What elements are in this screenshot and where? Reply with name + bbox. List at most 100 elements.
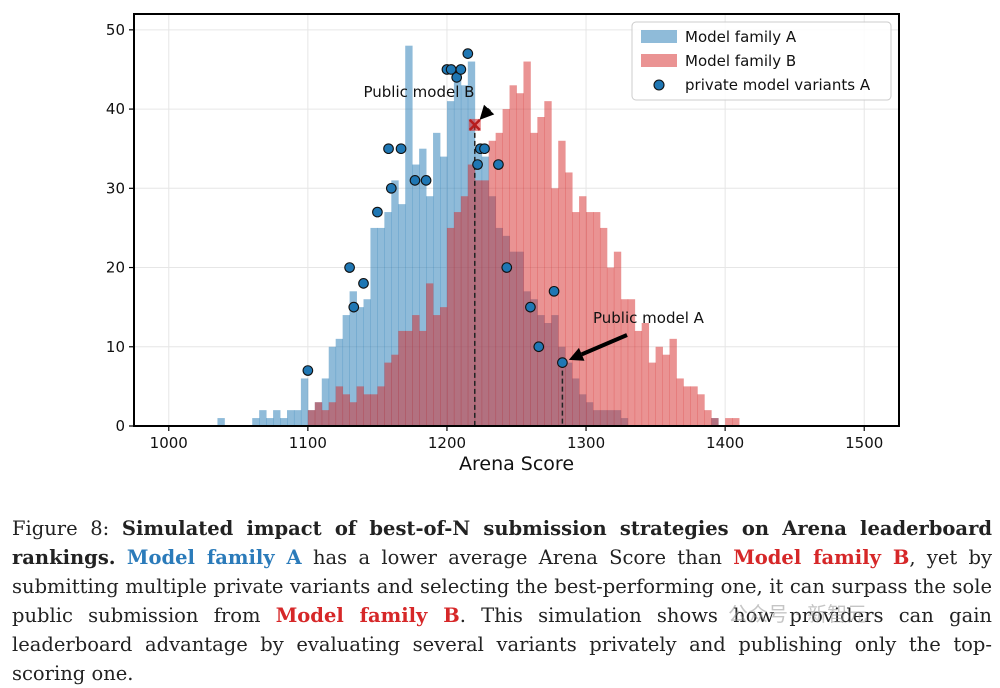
bar-family-b	[384, 363, 391, 426]
private-variant-point	[345, 263, 355, 273]
y-tick-label: 20	[106, 259, 125, 277]
bar-family-b	[510, 85, 517, 426]
bar-family-b	[343, 394, 350, 426]
caption-family-a: Model family A	[127, 546, 302, 569]
bar-family-b	[433, 315, 440, 426]
bar-family-b	[475, 180, 482, 426]
bar-family-b	[537, 117, 544, 426]
bar-family-a	[252, 418, 259, 426]
private-variant-point	[473, 160, 483, 170]
bar-family-b	[607, 268, 614, 426]
bar-family-b	[496, 133, 503, 426]
bar-family-b	[642, 323, 649, 426]
y-tick-label: 40	[106, 100, 125, 118]
bar-family-b	[704, 410, 711, 426]
y-tick-label: 50	[106, 21, 125, 39]
bar-family-b	[350, 402, 357, 426]
x-tick-label: 1300	[567, 434, 605, 452]
bar-family-a	[280, 418, 287, 426]
bar-family-b	[329, 402, 336, 426]
caption-prefix: Figure 8:	[12, 517, 109, 540]
private-variant-point	[494, 160, 504, 170]
bar-family-b	[711, 418, 718, 426]
legend-family-a-swatch	[641, 30, 677, 43]
y-tick-label: 10	[106, 338, 125, 356]
bar-family-b	[725, 418, 732, 426]
watermark: 公众号 · 新智元	[728, 598, 867, 627]
bar-family-a	[266, 418, 273, 426]
bar-family-b	[419, 331, 426, 426]
private-variant-point	[373, 207, 383, 217]
y-tick-label: 0	[115, 417, 125, 435]
bar-family-b	[683, 386, 690, 426]
bar-family-b	[579, 196, 586, 426]
annotation-arrow-head	[480, 105, 495, 120]
y-axis-ticks: 0 10 20 30 40 50	[106, 21, 134, 435]
private-variant-point	[463, 49, 473, 59]
y-tick-label: 30	[106, 179, 125, 197]
legend-family-b-label: Model family B	[685, 52, 796, 70]
bar-family-b	[489, 141, 496, 426]
bar-family-b	[426, 283, 433, 426]
x-axis-label: Arena Score	[459, 453, 574, 475]
annotation-public-model-a: Public model A	[593, 309, 705, 327]
bar-family-b	[635, 331, 642, 426]
bar-family-b	[572, 212, 579, 426]
private-variant-point	[549, 287, 559, 297]
bar-family-b	[523, 62, 530, 426]
caption-family-b: Model family B	[733, 546, 909, 569]
bar-family-a	[294, 410, 301, 426]
caption-family-b-2: Model family B	[276, 604, 460, 627]
bar-family-b	[315, 402, 322, 426]
x-axis-ticks: 1000 1100 1200 1300 1400 1500	[150, 426, 884, 452]
x-tick-label: 1400	[706, 434, 744, 452]
x-tick-label: 1000	[150, 434, 188, 452]
bar-family-b	[517, 93, 524, 426]
annotation-public-model-b: Public model B	[364, 83, 475, 101]
private-variant-point	[359, 279, 369, 289]
bar-family-b	[405, 331, 412, 426]
bar-family-b	[357, 386, 364, 426]
bar-family-b	[565, 172, 572, 426]
bar-family-b	[697, 394, 704, 426]
bar-family-b	[690, 386, 697, 426]
private-variant-point	[456, 65, 466, 75]
bar-family-b	[530, 133, 537, 426]
x-tick-label: 1100	[289, 434, 327, 452]
bar-family-b	[676, 378, 683, 426]
bar-family-b	[482, 180, 489, 426]
bar-family-b	[322, 410, 329, 426]
bar-family-b	[447, 228, 454, 426]
legend-family-a-label: Model family A	[685, 28, 797, 46]
private-variant-point	[421, 176, 431, 186]
bar-family-b	[551, 188, 558, 426]
legend-private-variants-swatch	[654, 80, 664, 90]
bar-family-b	[336, 386, 343, 426]
private-variant-point	[349, 302, 359, 312]
bar-family-a	[287, 410, 294, 426]
bar-family-b	[398, 331, 405, 426]
bar-family-b	[544, 101, 551, 426]
bar-family-b	[412, 315, 419, 426]
private-variant-point	[387, 184, 397, 194]
histogram-chart: Public model B Public model A 1000 1100 120…	[0, 0, 1000, 490]
bar-family-a	[217, 418, 224, 426]
bar-family-b	[670, 339, 677, 426]
bar-family-a	[273, 410, 280, 426]
private-variant-point	[480, 144, 490, 154]
private-variant-point	[534, 342, 544, 352]
bar-family-b	[649, 363, 656, 426]
bar-family-b	[370, 394, 377, 426]
bar-family-b	[377, 386, 384, 426]
bar-family-b	[364, 394, 371, 426]
x-tick-label: 1500	[845, 434, 883, 452]
x-tick-label: 1200	[428, 434, 466, 452]
bar-family-b	[461, 196, 468, 426]
bar-family-b	[656, 347, 663, 426]
caption-text-1: has a lower average Arena Score than	[313, 546, 722, 569]
private-variant-point	[303, 366, 313, 376]
legend-family-b-swatch	[641, 54, 677, 67]
private-variant-point	[384, 144, 394, 154]
bar-family-b	[308, 410, 315, 426]
